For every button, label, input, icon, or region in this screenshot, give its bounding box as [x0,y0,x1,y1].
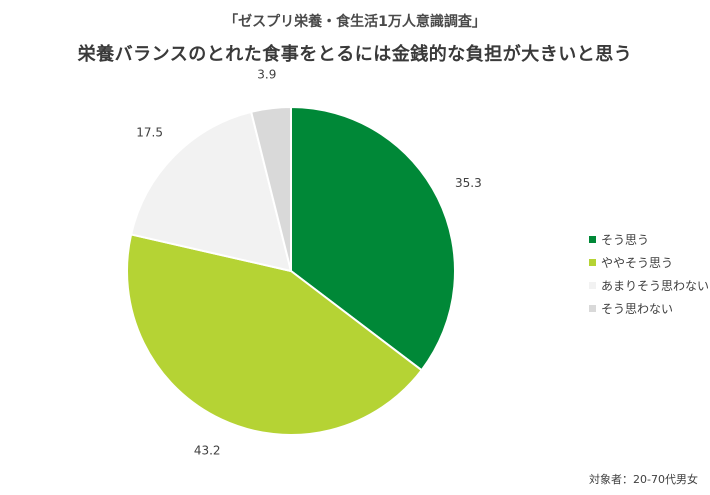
legend-label: ややそう思う [601,256,674,270]
legend-label: そう思う [601,233,650,247]
value-label: 17.5 [136,125,163,139]
value-label: 43.2 [194,443,221,457]
value-label: 3.9 [257,68,276,82]
legend-swatch [589,236,596,243]
value-label: 35.3 [455,176,482,190]
slice-somewhat-agree [126,233,424,436]
legend-swatch [589,282,596,289]
legend-swatch [589,305,596,312]
legend: そう思う ややそう思う あまりそう思わない そう思わない [589,228,709,320]
legend-item-somewhat-agree: ややそう思う [589,251,709,274]
legend-item-agree: そう思う [589,228,709,251]
slice-disagree [249,105,292,272]
legend-item-disagree: そう思わない [589,297,709,320]
footnote: 対象者：20-70代男女 [589,473,698,486]
survey-title: 「ゼスプリ栄養・食生活1万人意識調査」 [224,14,486,30]
legend-label: そう思わない [601,302,674,316]
slice-somewhat-disagree [129,110,293,273]
legend-swatch [589,259,596,266]
legend-item-somewhat-disagree: あまりそう思わない [589,274,709,297]
legend-label: あまりそう思わない [601,279,710,293]
chart-title: 栄養バランスのとれた食事をとるには金銭的な負担が大きいと思う [77,44,633,65]
slice-agree [290,105,456,372]
